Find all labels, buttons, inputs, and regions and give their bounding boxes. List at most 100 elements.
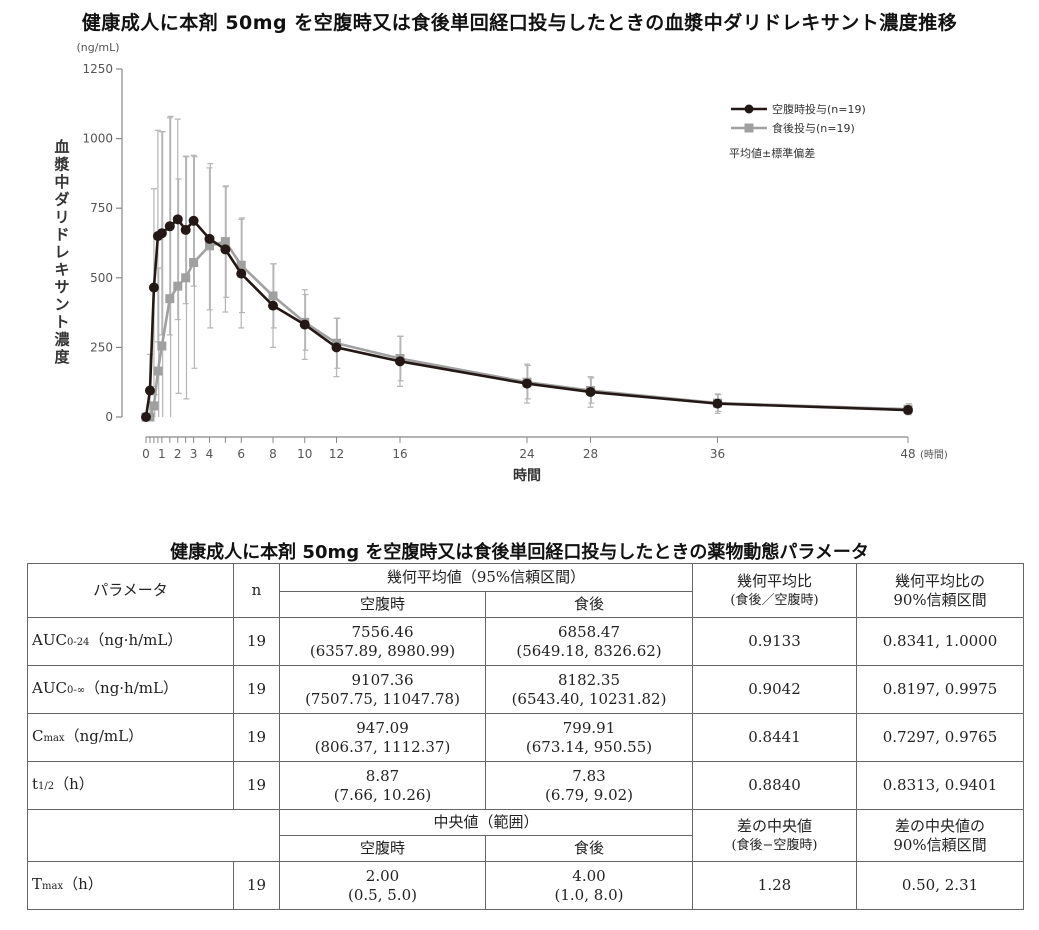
legend-fed-marker xyxy=(744,123,754,133)
y-tick-label: 0 xyxy=(105,410,113,424)
fasted-marker xyxy=(331,342,342,353)
header-n: n xyxy=(233,563,280,618)
y-axis-label: 漿 xyxy=(53,156,69,174)
fasted-marker xyxy=(172,214,183,225)
fed-cell: 799.91 (673.14, 950.55) xyxy=(485,713,693,762)
ratio-cell: 0.8840 xyxy=(692,761,857,810)
fasted-marker xyxy=(522,378,532,389)
legend-fed-label: 食後投与(n=19) xyxy=(772,121,855,135)
fasted-marker xyxy=(180,224,191,235)
ratio-cell: 0.9042 xyxy=(692,665,857,714)
x-axis-label: 時間 xyxy=(513,467,541,484)
x-tick-label: 24 xyxy=(519,447,534,461)
x-tick-label: 36 xyxy=(710,447,725,461)
header-param: パラメータ xyxy=(27,563,234,618)
header-ratio: 幾何平均比 (食後／空腹時) xyxy=(692,563,857,618)
fed-marker xyxy=(220,237,230,247)
y-axis-label: ト xyxy=(54,313,69,331)
fed-marker xyxy=(165,294,175,304)
table-title: 健康成人に本剤 50mg を空腹時又は食後単回経口投与したときの薬物動態パラメー… xyxy=(170,542,869,563)
ci90-cell: 0.8197, 0.9975 xyxy=(856,665,1024,714)
x-tick-label: 48 xyxy=(900,447,915,461)
n-cell: 19 xyxy=(233,761,280,810)
fed-cell: 6858.47 (5649.18, 8326.62) xyxy=(485,617,693,666)
param-label: Tmax（h） xyxy=(27,861,234,910)
fasted-marker xyxy=(236,268,247,279)
fasted-marker xyxy=(188,215,199,226)
x-tick-label: 1 xyxy=(158,447,166,461)
ci90-cell: 0.7297, 0.9765 xyxy=(856,713,1024,762)
table-row: t1/2（h） 19 8.87 (7.66, 10.26) 7.83 (6.79, 9.0… xyxy=(27,761,1024,810)
header-geo-mean: 幾何平均値（95%信頼区間） xyxy=(279,563,693,592)
n-cell: 19 xyxy=(233,713,280,762)
legend-fasted-marker xyxy=(744,104,754,114)
y-axis-label: 濃 xyxy=(54,331,70,349)
y-axis-label: レ xyxy=(54,243,69,261)
fed-cell: 7.83 (6.79, 9.02) xyxy=(485,761,693,810)
y-axis-label: キ xyxy=(54,261,69,279)
fasted-marker xyxy=(299,319,310,330)
header-ci90: 幾何平均比の 90%信頼区間 xyxy=(856,563,1024,618)
fed-marker xyxy=(189,257,199,267)
x-tick-label: 6 xyxy=(237,447,245,461)
x-tick-label: 0 xyxy=(142,447,150,461)
y-unit-label: (ng/mL) xyxy=(76,41,119,54)
diff-cell: 1.28 xyxy=(692,861,857,910)
y-axis-label: サ xyxy=(54,278,69,296)
x-tick-label: 28 xyxy=(583,447,598,461)
fasted-marker xyxy=(268,300,278,311)
x-tick-label: 2 xyxy=(174,447,182,461)
fasted-marker xyxy=(712,398,723,409)
y-tick-label: 250 xyxy=(90,340,113,354)
fed-cell: 4.00 (1.0, 8.0) xyxy=(485,861,693,910)
y-axis-label: 度 xyxy=(54,348,70,366)
param-label: AUC0-24（ng·h/mL） xyxy=(27,617,234,666)
header-fasted: 空腹時 xyxy=(279,591,486,618)
x-tick-label: 16 xyxy=(392,447,407,461)
header-diff: 差の中央値 (食後−空腹時) xyxy=(692,809,857,862)
fed-marker xyxy=(149,401,159,411)
y-axis-label: 中 xyxy=(54,173,69,191)
fasted-marker xyxy=(204,233,215,244)
table-row-tmax: Tmax（h） 19 2.00 (0.5, 5.0) 4.00 (1.0, 8.0)… xyxy=(27,861,1024,910)
fasted-marker xyxy=(220,244,231,255)
fasted-marker xyxy=(903,405,913,416)
legend-note: 平均値±標準偏差 xyxy=(729,146,815,160)
table-row: AUC0-∞（ng·h/mL） 19 9107.36 (7507.75, 11047.… xyxy=(27,665,1024,714)
n-cell: 19 xyxy=(233,617,280,666)
fasted-marker xyxy=(164,221,175,232)
x-tick-label: 12 xyxy=(329,447,344,461)
y-axis-label: リ xyxy=(54,208,69,226)
ci90-cell: 0.8313, 0.9401 xyxy=(856,761,1024,810)
pk-parameter-table: パラメータ n 幾何平均値（95%信頼区間） 幾何平均比 (食後／空腹時) 幾何… xyxy=(27,563,1024,910)
fed-marker xyxy=(205,241,214,251)
header-fed: 食後 xyxy=(485,591,693,618)
header2-fed: 食後 xyxy=(485,835,693,862)
header-diff-ci: 差の中央値の 90%信頼区間 xyxy=(856,809,1024,862)
x-tick-label: 4 xyxy=(206,447,214,461)
fasted-marker xyxy=(156,228,167,239)
fed-marker xyxy=(181,273,191,283)
y-tick-label: 1000 xyxy=(82,132,113,146)
ci90-cell: 0.8341, 1.0000 xyxy=(856,617,1024,666)
x-tick-label: 3 xyxy=(190,447,198,461)
ratio-cell: 0.9133 xyxy=(692,617,857,666)
n-cell: 19 xyxy=(233,665,280,714)
fasted-marker xyxy=(395,356,405,367)
header-median: 中央値（範囲） xyxy=(279,809,693,836)
fasted-marker xyxy=(148,282,159,293)
fasted-marker xyxy=(141,412,151,422)
fed-marker xyxy=(268,291,278,301)
y-axis-label: ド xyxy=(54,226,69,244)
fasted-cell: 8.87 (7.66, 10.26) xyxy=(279,761,486,810)
x-unit-label: (時間) xyxy=(920,449,948,461)
param-label: AUC0-∞（ng·h/mL） xyxy=(27,665,234,714)
header2-fasted: 空腹時 xyxy=(279,835,486,862)
param-label: t1/2（h） xyxy=(27,761,234,810)
fed-marker xyxy=(173,281,183,291)
fed-marker xyxy=(153,366,163,376)
y-axis-label: 血 xyxy=(54,138,69,156)
fasted-marker xyxy=(144,385,155,396)
table-row: Cmax（ng/mL） 19 947.09 (806.37, 1112.37) 799.… xyxy=(27,713,1024,762)
